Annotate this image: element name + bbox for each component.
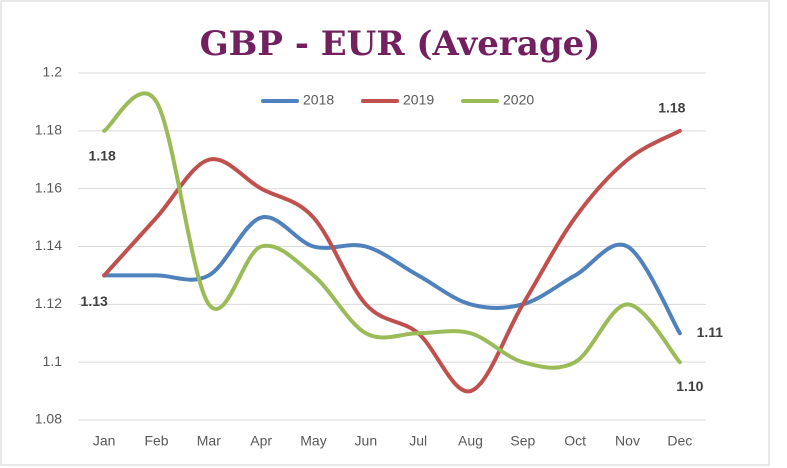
- x-tick-label: Jun: [355, 433, 378, 449]
- x-tick-label: Jul: [409, 433, 427, 449]
- y-tick-label: 1.16: [35, 179, 62, 195]
- data-label: 1.10: [676, 378, 703, 394]
- x-tick-label: Nov: [615, 433, 640, 449]
- y-tick-label: 1.12: [35, 295, 62, 311]
- y-tick-label: 1.2: [43, 64, 63, 80]
- y-tick-label: 1.08: [35, 411, 62, 427]
- series-line: [102, 215, 682, 336]
- x-tick-label: Mar: [197, 433, 221, 449]
- y-tick-label: 1.14: [35, 237, 62, 253]
- x-tick-label: May: [300, 433, 326, 449]
- series-line: [102, 128, 682, 394]
- data-label: 1.13: [81, 293, 108, 309]
- x-tick-label: Jan: [93, 433, 116, 449]
- chart-frame: [0, 0, 770, 466]
- y-tick-label: 1.1: [43, 353, 63, 369]
- x-tick-label: Oct: [564, 433, 586, 449]
- data-label: 1.18: [89, 148, 116, 164]
- x-tick-label: Feb: [144, 433, 168, 449]
- series-line: [102, 91, 682, 370]
- x-tick-label: Aug: [458, 433, 483, 449]
- x-tick-label: Dec: [667, 433, 692, 449]
- legend-label: 2020: [503, 92, 534, 108]
- x-tick-label: Sep: [510, 433, 535, 449]
- data-label: 1.11: [697, 324, 724, 340]
- chart-title: GBP - EUR (Average): [200, 24, 601, 64]
- y-tick-label: 1.18: [35, 122, 62, 138]
- data-label: 1.18: [658, 100, 685, 116]
- x-tick-label: Apr: [250, 433, 272, 449]
- legend-label: 2019: [403, 92, 434, 108]
- legend-label: 2018: [303, 92, 334, 108]
